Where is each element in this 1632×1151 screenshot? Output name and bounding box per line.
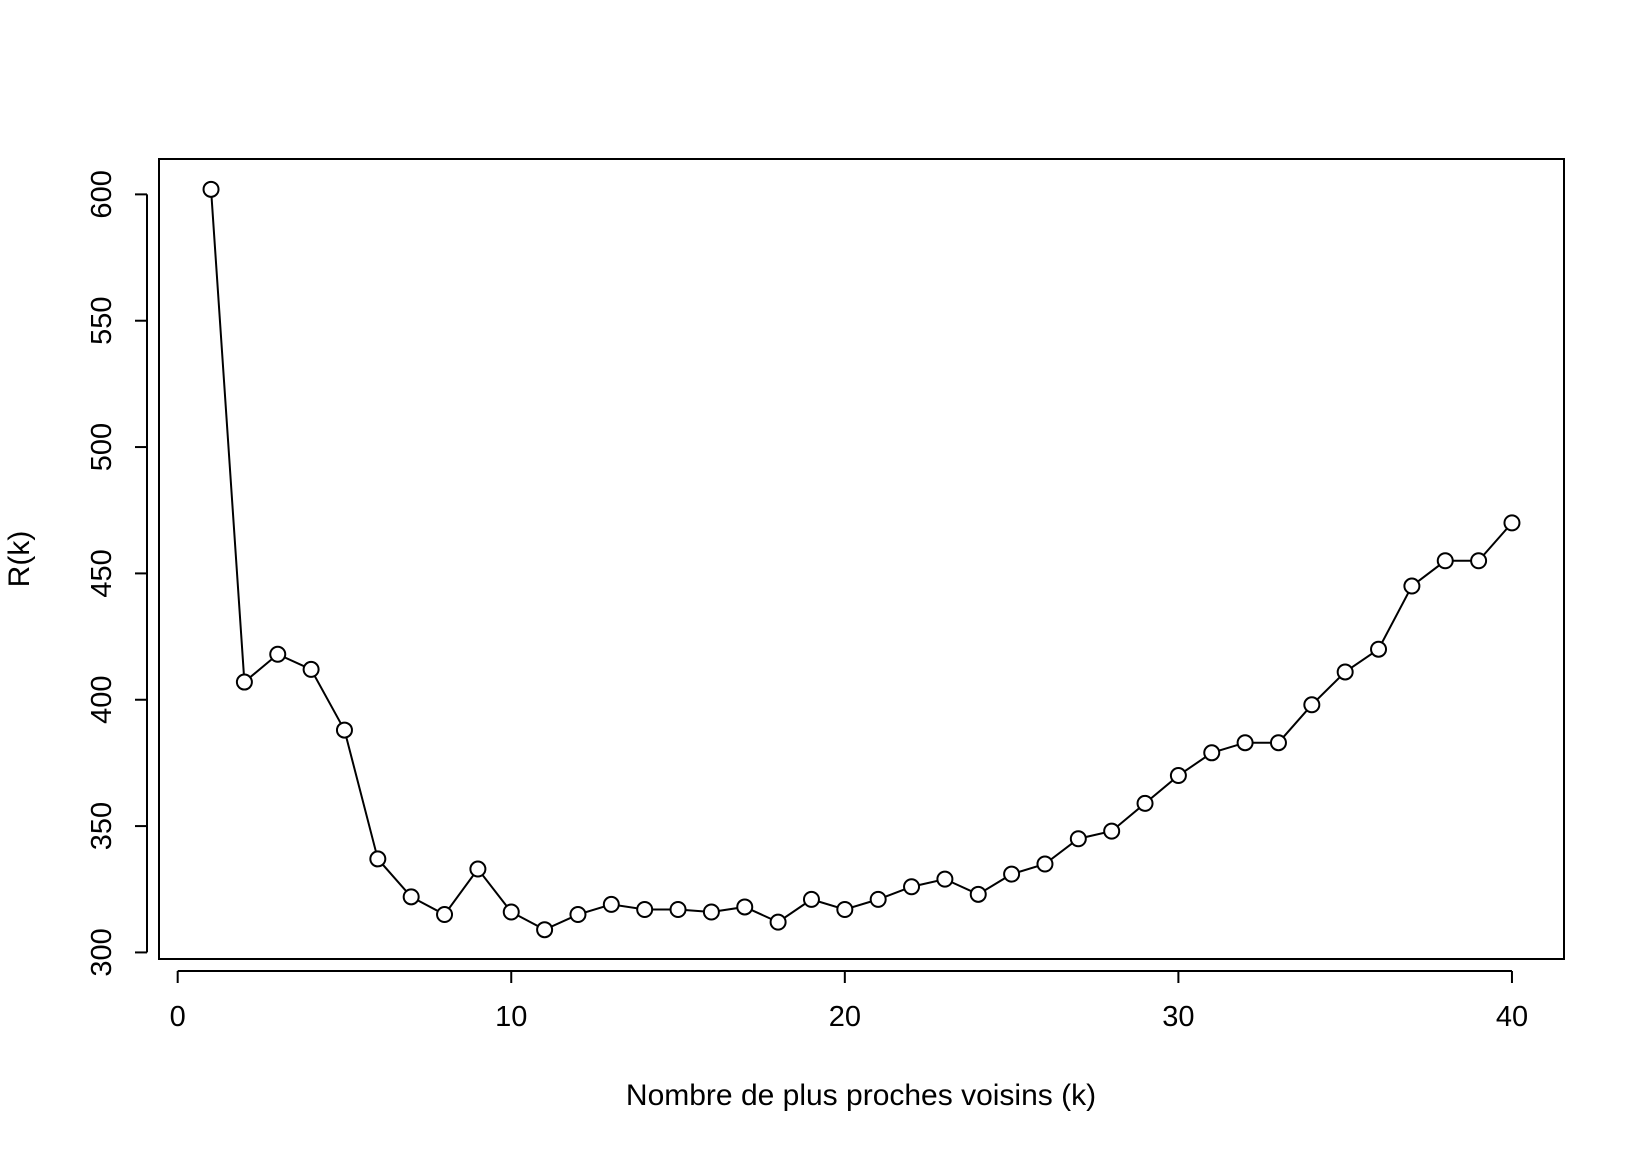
data-point: [1403, 577, 1421, 595]
data-point: [936, 870, 954, 888]
series-layer: [202, 180, 1521, 939]
data-point: [202, 180, 220, 198]
data-point: [736, 898, 754, 916]
data-point: [702, 903, 720, 921]
x-tick-label: 0: [170, 1001, 186, 1033]
data-point: [669, 900, 687, 918]
data-point: [402, 888, 420, 906]
data-point: [602, 895, 620, 913]
data-point: [1336, 663, 1354, 681]
data-point: [1470, 552, 1488, 570]
y-tick-label: 500: [86, 423, 118, 471]
data-point: [269, 645, 287, 663]
data-point: [1136, 794, 1154, 812]
data-point: [469, 860, 487, 878]
data-point: [1436, 552, 1454, 570]
data-point: [1203, 744, 1221, 762]
data-point: [502, 903, 520, 921]
data-point: [536, 921, 554, 939]
data-point: [1370, 640, 1388, 658]
x-tick-label: 10: [495, 1001, 527, 1033]
data-point: [802, 890, 820, 908]
x-tick-label: 20: [829, 1001, 861, 1033]
data-point: [302, 660, 320, 678]
data-point: [1236, 734, 1254, 752]
y-tick-label: 600: [86, 170, 118, 218]
data-point: [1069, 830, 1087, 848]
data-point: [1003, 865, 1021, 883]
x-axis-title: Nombre de plus proches voisins (k): [626, 1079, 1096, 1112]
data-point: [235, 673, 253, 691]
data-point: [1169, 767, 1187, 785]
x-tick-label: 30: [1162, 1001, 1194, 1033]
plot-frame: [158, 158, 1565, 960]
data-point: [1103, 822, 1121, 840]
data-point: [636, 900, 654, 918]
data-point: [869, 890, 887, 908]
y-tick-label: 550: [86, 297, 118, 345]
data-point: [1036, 855, 1054, 873]
data-point: [335, 721, 353, 739]
data-point: [836, 900, 854, 918]
data-point: [1503, 514, 1521, 532]
series-line: [210, 189, 1513, 931]
y-tick-label: 450: [86, 549, 118, 597]
data-point: [903, 878, 921, 896]
y-tick-label: 400: [86, 676, 118, 724]
y-tick-label: 300: [86, 928, 118, 976]
y-tick-label: 350: [86, 802, 118, 850]
data-point: [1303, 696, 1321, 714]
data-point: [436, 906, 454, 924]
data-point: [369, 850, 387, 868]
data-point: [1269, 734, 1287, 752]
y-axis: 300 350 400 450 500 550 600: [86, 170, 148, 977]
x-axis: 0 10 20 30 40: [170, 970, 1528, 1033]
x-tick-label: 40: [1496, 1001, 1528, 1033]
data-point: [569, 906, 587, 924]
data-point: [769, 913, 787, 931]
data-point: [969, 885, 987, 903]
y-axis-title: R(k): [3, 531, 36, 588]
